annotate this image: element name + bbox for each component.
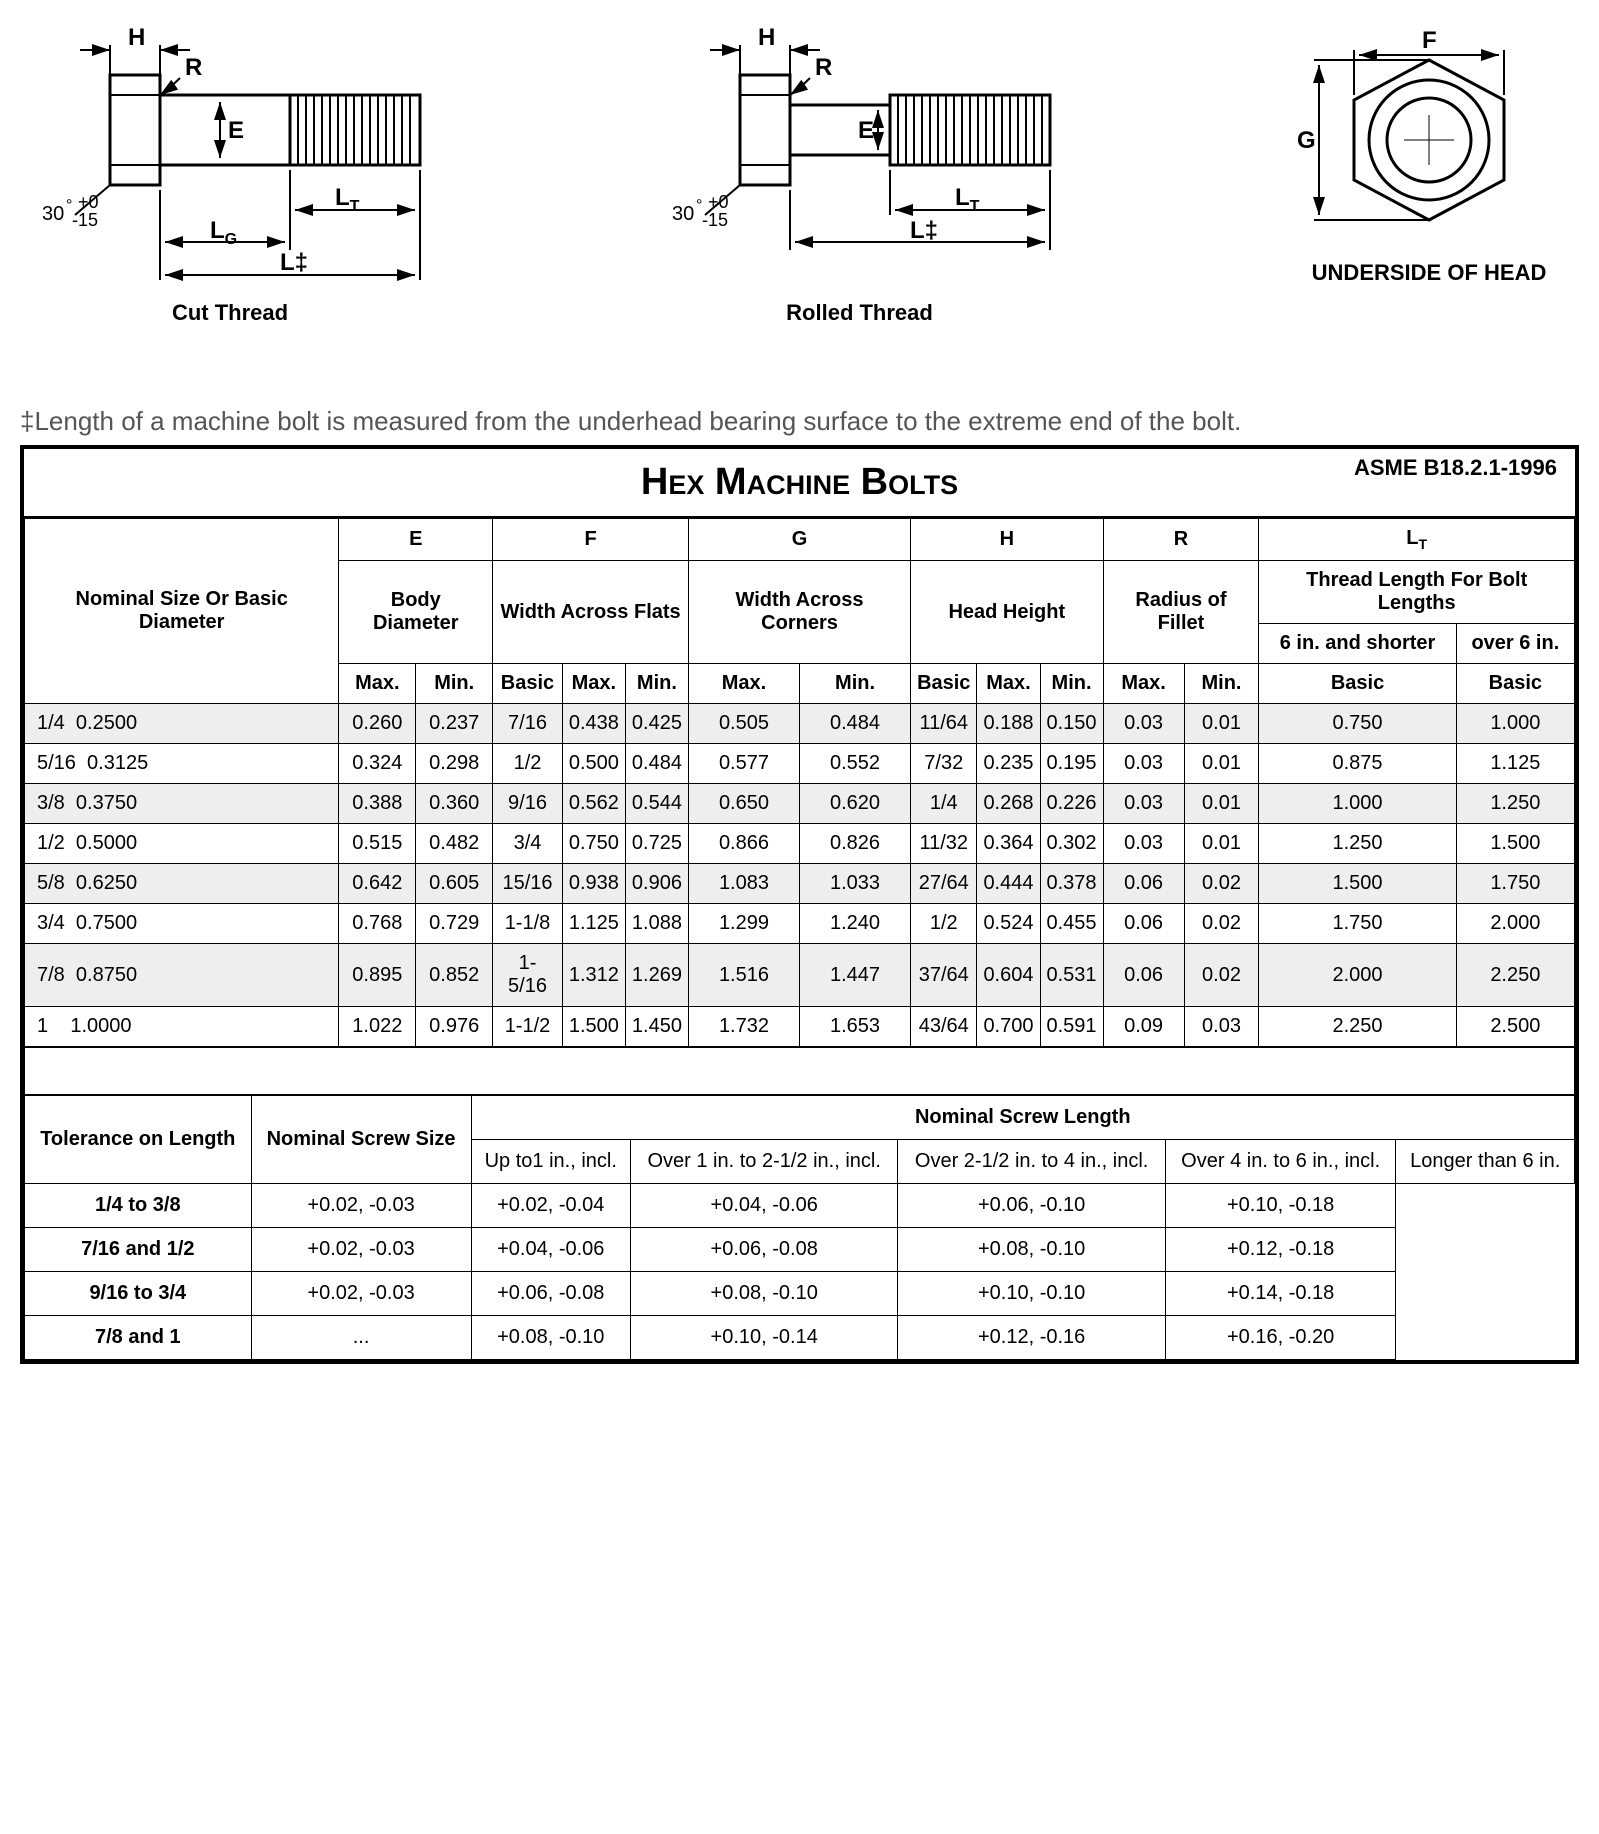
table-row: 1/2 0.50000.5150.4823/40.7500.7250.8660.… (25, 824, 1575, 864)
spec-reference: ASME B18.2.1-1996 (1354, 455, 1557, 481)
label-LT: L (335, 184, 350, 211)
svg-text:-15: -15 (702, 210, 728, 230)
table-row: 5/16 0.31250.3240.2981/20.5000.4840.5770… (25, 744, 1575, 784)
table-row: 5/8 0.62500.6420.60515/160.9380.9061.083… (25, 864, 1575, 904)
table-row: 3/4 0.75000.7680.7291-1/81.1251.0881.299… (25, 904, 1575, 944)
label-F: F (1422, 27, 1437, 54)
table-row: 1 1.00001.0220.9761-1/21.5001.4501.7321.… (25, 1007, 1575, 1047)
tol-size-header: Nominal Screw Size (251, 1096, 471, 1184)
svg-text:LT: LT (955, 184, 980, 215)
header-nominal: Nominal Size Or Basic Diameter (25, 519, 339, 704)
header-G-desc: Width Across Corners (688, 561, 910, 664)
header-LT-desc: Thread Length For Bolt Lengths (1259, 561, 1575, 624)
header-G: G (688, 519, 910, 561)
header-H-desc: Head Height (911, 561, 1104, 664)
caption-underside-head: UNDERSIDE OF HEAD (1279, 260, 1579, 286)
svg-text:E: E (858, 117, 874, 144)
caption-rolled-thread: Rolled Thread (650, 300, 1070, 326)
header-six: 6 in. and shorter (1259, 624, 1456, 664)
header-R-desc: Radius of Fillet (1103, 561, 1259, 664)
dimensions-table: Nominal Size Or Basic Diameter E F G H R… (24, 518, 1575, 1047)
svg-text:L‡: L‡ (910, 217, 938, 244)
footnote-text: ‡Length of a machine bolt is measured fr… (20, 406, 1579, 437)
tolerance-table: Tolerance on Length Nominal Screw Size N… (24, 1095, 1575, 1360)
label-H: H (128, 24, 145, 51)
header-E: E (339, 519, 493, 561)
table-row: 1/4 to 3/8+0.02, -0.03+0.02, -0.04+0.04,… (25, 1184, 1575, 1228)
table-row: 3/8 0.37500.3880.3609/160.5620.5440.6500… (25, 784, 1575, 824)
diagram-underside-head: F G UNDERSIDE OF HEAD (1279, 20, 1579, 326)
label-L: L‡ (280, 249, 308, 276)
diagram-cut-thread: H R E LT LG L‡ 30 ° +0 -15 (20, 20, 440, 326)
header-F-desc: Width Across Flats (493, 561, 689, 664)
label-E: E (228, 117, 244, 144)
label-angle3: -15 (72, 210, 98, 230)
table-row: 7/16 and 1/2+0.02, -0.03+0.04, -0.06+0.0… (25, 1228, 1575, 1272)
tolerance-label: Tolerance on Length (25, 1096, 252, 1184)
main-table-container: Hex Machine Bolts ASME B18.2.1-1996 Nomi… (20, 445, 1579, 1364)
header-H: H (911, 519, 1104, 561)
caption-cut-thread: Cut Thread (20, 300, 440, 326)
diagram-rolled-thread: H R E LT L‡ 30 ° +0 -15 Rolled Thread (650, 20, 1070, 326)
header-E-desc: Body Diameter (339, 561, 493, 664)
table-row: 7/8 0.87500.8950.8521-5/161.3121.2691.51… (25, 944, 1575, 1007)
table-row: 9/16 to 3/4+0.02, -0.03+0.06, -0.08+0.08… (25, 1272, 1575, 1316)
table-title: Hex Machine Bolts (24, 461, 1575, 504)
label-G: G (1297, 127, 1316, 154)
label-angle1: 30 (42, 203, 64, 225)
header-LT: LT (1259, 519, 1575, 561)
tol-len-header: Nominal Screw Length (471, 1096, 1574, 1140)
svg-text:+0: +0 (708, 192, 729, 212)
svg-text:H: H (758, 24, 775, 51)
table-row: 7/8 and 1...+0.08, -0.10+0.10, -0.14+0.1… (25, 1316, 1575, 1360)
title-row: Hex Machine Bolts ASME B18.2.1-1996 (24, 449, 1575, 518)
table-row: 1/4 0.25000.2600.2377/160.4380.4250.5050… (25, 704, 1575, 744)
svg-text:LG: LG (210, 217, 237, 248)
diagrams-row: H R E LT LG L‡ 30 ° +0 -15 (20, 20, 1579, 326)
label-R: R (185, 54, 202, 81)
svg-text:LT: LT (335, 184, 360, 215)
header-R: R (1103, 519, 1259, 561)
svg-text:30: 30 (672, 203, 694, 225)
header-over: over 6 in. (1456, 624, 1574, 664)
svg-text:R: R (815, 54, 832, 81)
header-F: F (493, 519, 689, 561)
label-LG: L (210, 217, 225, 244)
label-angle2: +0 (78, 192, 99, 212)
